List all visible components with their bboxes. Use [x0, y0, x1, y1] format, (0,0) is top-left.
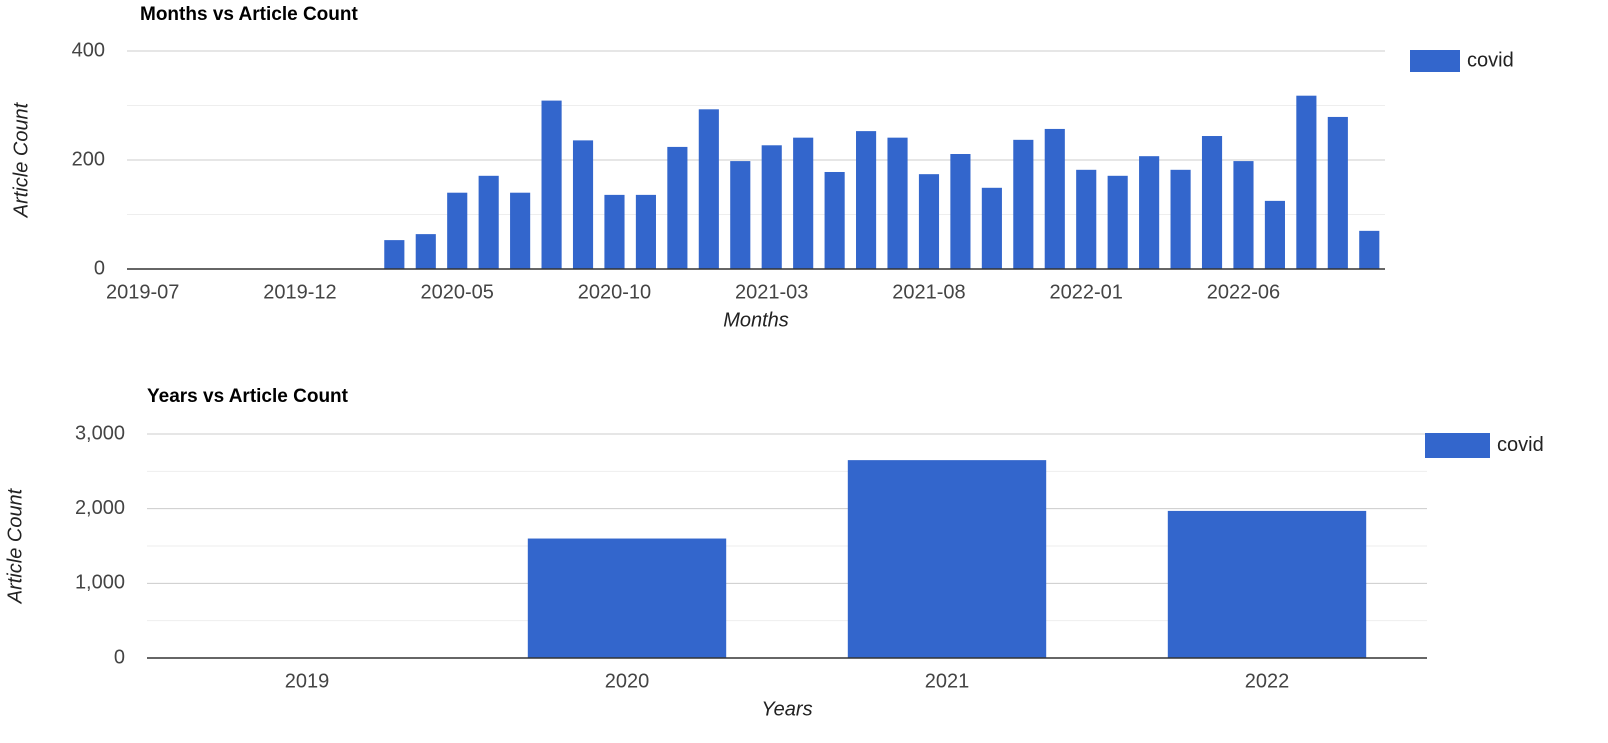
bar	[1233, 161, 1254, 269]
bar	[761, 145, 782, 269]
bar	[527, 538, 727, 658]
bar	[384, 240, 405, 269]
bar	[1296, 95, 1317, 269]
x-tick-label: 2020	[605, 670, 650, 692]
bar	[1264, 200, 1285, 269]
y-tick-label: 3,000	[75, 422, 125, 444]
bar	[847, 460, 1047, 658]
bar	[1201, 136, 1223, 269]
bar	[1139, 156, 1160, 269]
x-tick-label: 2022-06	[1207, 281, 1280, 303]
bar	[793, 137, 814, 269]
bar	[1013, 139, 1034, 269]
bar	[1327, 116, 1348, 269]
y-tick-label: 400	[72, 39, 105, 61]
chart-title: Years vs Article Count	[147, 386, 349, 407]
bar	[604, 194, 625, 269]
bar	[415, 234, 436, 269]
bar	[572, 140, 594, 269]
y-tick-label: 0	[114, 646, 125, 668]
y-tick-label: 200	[72, 148, 105, 170]
bar	[635, 194, 656, 269]
legend-label: covid	[1497, 434, 1544, 456]
bar	[730, 161, 751, 269]
x-axis-title: Years	[761, 698, 812, 720]
legend-swatch	[1425, 433, 1490, 458]
bar	[667, 146, 688, 269]
bar	[478, 175, 499, 269]
bar	[981, 187, 1002, 269]
chart-title: Months vs Article Count	[140, 4, 358, 25]
bar	[856, 131, 877, 269]
x-tick-label: 2019-07	[106, 281, 179, 303]
bar	[1170, 169, 1191, 269]
bar	[510, 192, 531, 269]
y-axis-title: Article Count	[10, 101, 32, 218]
y-tick-label: 0	[94, 257, 105, 279]
legend-label: covid	[1467, 49, 1514, 71]
bar	[1359, 230, 1380, 269]
x-tick-label: 2022-01	[1050, 281, 1123, 303]
bar	[1076, 169, 1097, 269]
legend-swatch	[1410, 50, 1460, 72]
bar	[887, 137, 908, 269]
x-tick-label: 2021-08	[892, 281, 965, 303]
x-tick-label: 2022	[1245, 670, 1290, 692]
x-axis-title: Months	[723, 309, 789, 331]
bar	[1107, 175, 1128, 269]
x-tick-label: 2019	[285, 670, 330, 692]
x-tick-label: 2020-10	[578, 281, 651, 303]
y-tick-label: 2,000	[75, 497, 125, 519]
x-tick-label: 2021	[925, 670, 970, 692]
bar	[824, 171, 845, 269]
bar	[698, 109, 719, 269]
y-axis-title: Article Count	[4, 487, 26, 604]
x-tick-label: 2020-05	[421, 281, 494, 303]
bar	[1167, 510, 1367, 658]
bar	[541, 100, 562, 269]
x-tick-label: 2021-03	[735, 281, 808, 303]
bar	[918, 174, 940, 269]
bar	[1044, 128, 1065, 269]
x-tick-label: 2019-12	[263, 281, 336, 303]
bar	[950, 154, 971, 269]
y-tick-label: 1,000	[75, 572, 125, 594]
bar	[447, 192, 468, 269]
